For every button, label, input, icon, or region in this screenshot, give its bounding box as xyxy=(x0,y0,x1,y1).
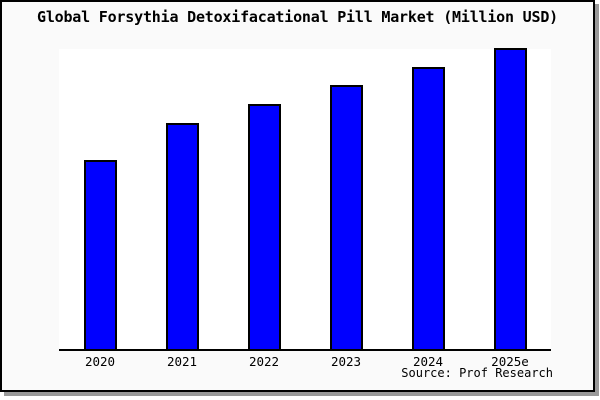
chart-title: Global Forsythia Detoxifacational Pill M… xyxy=(36,8,558,26)
source-credit: Source: Prof Research xyxy=(401,366,553,380)
bar-2025e xyxy=(493,48,527,349)
bar-2020 xyxy=(83,160,117,349)
tick-label-2020: 2020 xyxy=(84,354,116,369)
tick-label-2021: 2021 xyxy=(166,354,198,369)
tick-label-2024: 2024 xyxy=(412,354,444,369)
tick-label-2025e: 2025e xyxy=(491,354,529,369)
tick-label-2022: 2022 xyxy=(248,354,280,369)
bar-2023 xyxy=(329,85,363,349)
x-axis-tick-labels: 2020 2021 2022 2023 2024 2025e xyxy=(59,354,551,369)
tick-label-2023: 2023 xyxy=(330,354,362,369)
chart-frame: Global Forsythia Detoxifacational Pill M… xyxy=(0,0,595,392)
bar-2022 xyxy=(247,104,281,349)
plot-area xyxy=(59,48,551,351)
bar-2024 xyxy=(411,67,445,349)
bar-2021 xyxy=(165,123,199,349)
